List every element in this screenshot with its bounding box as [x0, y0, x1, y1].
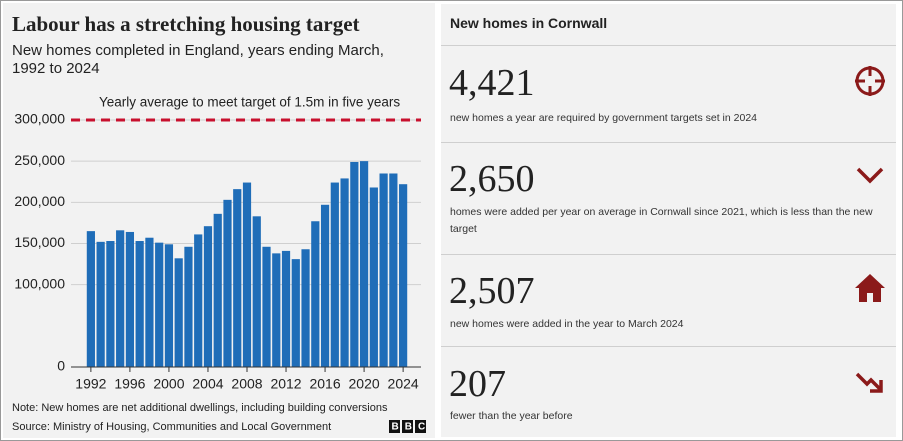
source: Source: Ministry of Housing, Communities…	[12, 421, 331, 433]
y-tick-label: 250,000	[14, 152, 65, 168]
bar	[106, 241, 115, 367]
separator	[441, 142, 896, 143]
x-tick-label: 2024	[388, 376, 419, 392]
bar	[242, 182, 252, 367]
bar	[233, 189, 242, 367]
note: Note: New homes are net additional dwell…	[12, 402, 388, 414]
stat-text: new homes a year are required by governm…	[450, 112, 758, 124]
bar	[184, 246, 193, 367]
chart: Labour has a stretching housing target N…	[3, 3, 435, 438]
bar	[164, 244, 174, 367]
bar	[116, 230, 125, 367]
bar	[86, 231, 95, 367]
x-tick-label: 2012	[270, 376, 301, 392]
bar	[174, 258, 183, 367]
bar	[203, 226, 213, 367]
bar	[194, 234, 203, 367]
down-icon	[856, 167, 884, 184]
bar	[213, 213, 222, 367]
x-tick-label: 2008	[231, 376, 262, 392]
x-tick-label: 2000	[153, 376, 184, 392]
y-tick-label: 200,000	[14, 193, 65, 209]
bar	[330, 182, 339, 367]
stat-number: 2,507	[449, 270, 535, 312]
bar	[320, 204, 330, 367]
logo-box	[415, 420, 426, 433]
y-tick-label: 0	[57, 358, 65, 374]
info-panel: New homes in Cornwall 4,421 new homes a …	[441, 4, 896, 437]
logo-box	[402, 420, 413, 433]
panel-title: New homes in Cornwall	[450, 15, 608, 31]
bar	[125, 231, 135, 367]
y-tick-label: 100,000	[14, 275, 65, 291]
target-label: Yearly average to meet target of 1.5m in…	[99, 95, 400, 110]
separator	[441, 254, 896, 255]
target-icon	[855, 66, 885, 96]
stat-number: 4,421	[449, 62, 535, 104]
bar	[223, 199, 232, 367]
bar	[301, 249, 310, 367]
bar	[281, 250, 291, 367]
chart-subtitle: 1992 to 2024	[12, 60, 100, 77]
chart-subtitle: New homes completed in England, years en…	[12, 42, 384, 59]
bar	[399, 184, 408, 367]
stat-text: new homes were added in the year to Marc…	[450, 318, 684, 330]
bar	[272, 253, 281, 367]
bar	[252, 216, 261, 367]
bar	[291, 259, 300, 367]
bar	[155, 242, 164, 367]
stat-number: 2,650	[449, 158, 535, 200]
x-tick-label: 1996	[114, 376, 145, 392]
chart-title: Labour has a stretching housing target	[12, 12, 360, 36]
decline-icon	[855, 372, 883, 393]
x-tick-label: 2004	[192, 376, 223, 392]
x-tick-label: 1992	[75, 376, 106, 392]
stat-text: homes were added per year on average in …	[450, 206, 873, 235]
y-tick-label: 150,000	[14, 234, 65, 250]
bar	[379, 173, 388, 367]
separator	[441, 346, 896, 347]
bar	[262, 246, 271, 367]
y-tick-label: 300,000	[14, 111, 65, 127]
logo: BBC	[392, 422, 432, 433]
bar	[389, 173, 398, 367]
bar	[359, 161, 369, 367]
x-tick-label: 2016	[309, 376, 340, 392]
stat-number: 207	[449, 363, 506, 405]
bar	[145, 237, 154, 367]
bar	[350, 161, 359, 367]
bar	[340, 178, 349, 367]
house-icon	[855, 274, 885, 302]
bar	[369, 187, 378, 367]
stat-text: fewer than the year before	[450, 410, 573, 422]
x-tick-label: 2020	[349, 376, 380, 392]
separator	[441, 45, 896, 46]
bar	[135, 241, 144, 367]
logo-box	[389, 420, 400, 433]
bar	[311, 221, 320, 367]
bar	[96, 241, 105, 367]
